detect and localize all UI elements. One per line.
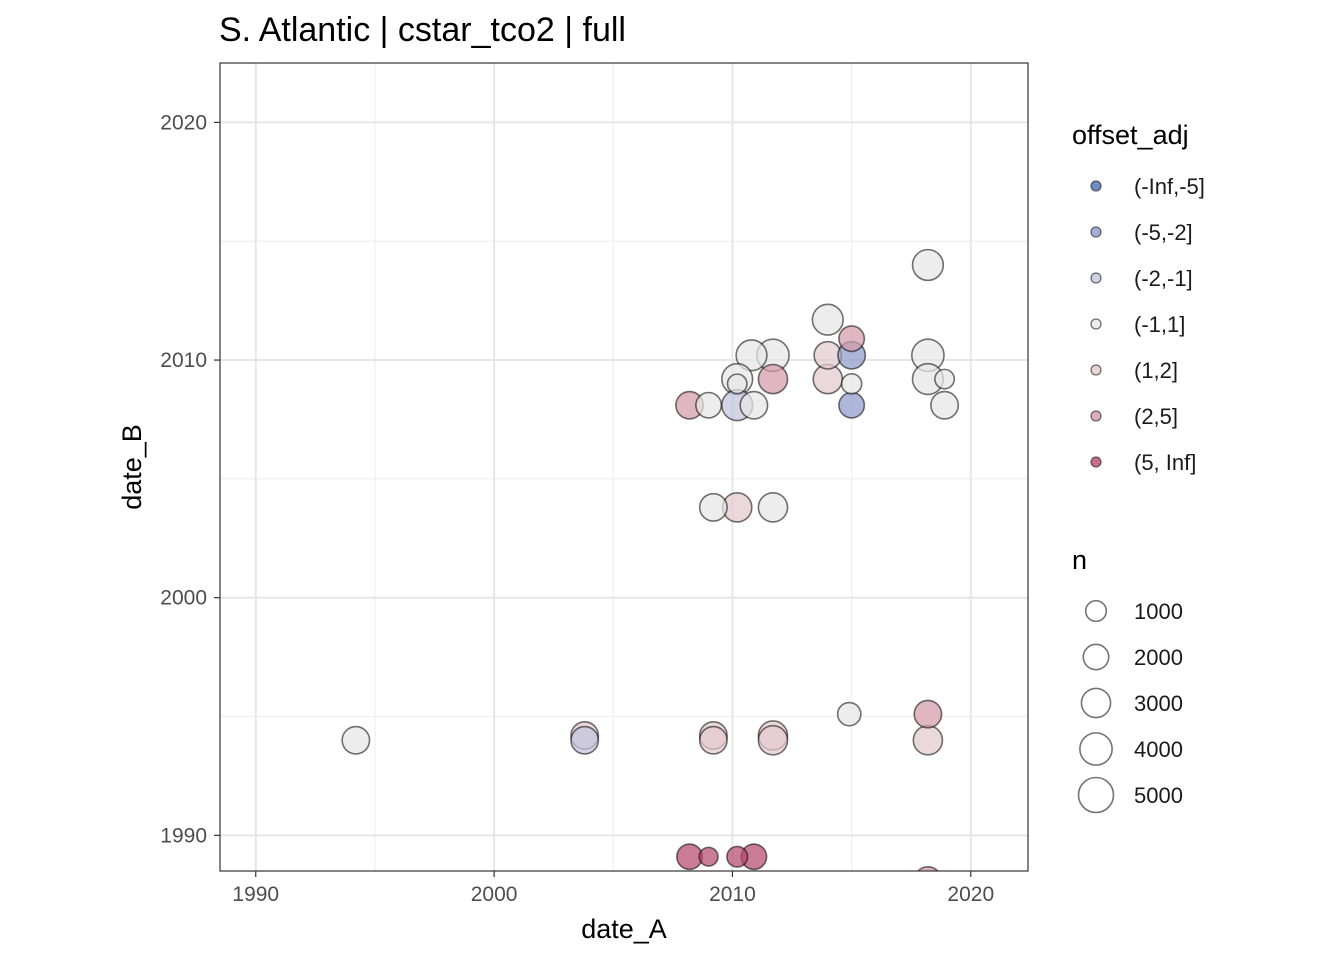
color-legend-key [1090,364,1102,376]
y-tick-label: 2020 [160,111,207,134]
data-point [930,390,960,420]
size-legend-key [1080,687,1112,719]
color-legend-label: (-5,-2] [1134,220,1193,245]
y-tick-label: 2000 [160,587,207,610]
data-point [757,363,789,395]
data-point [838,391,866,419]
color-legend-label: (2,5] [1134,404,1178,429]
size-legend-label: 5000 [1134,783,1183,808]
color-legend-title: offset_adj [1072,120,1189,150]
data-point [934,368,956,390]
size-legend-key [1082,643,1110,671]
data-points [341,248,960,871]
x-tick-label: 2020 [947,883,994,906]
size-legend-key [1077,776,1115,814]
plot-border [219,62,1029,872]
size-legend-label: 2000 [1134,645,1183,670]
color-legend-label: (-2,-1] [1134,266,1193,291]
grid-lines [220,63,1028,871]
data-point [735,339,768,372]
plot-panel [220,63,1028,871]
size-legend-label: 1000 [1134,599,1183,624]
color-legend-key [1090,226,1102,238]
size-legend-title: n [1072,545,1087,575]
color-legend-label: (-Inf,-5] [1134,174,1205,199]
data-point [840,373,863,395]
data-point [698,846,719,867]
data-point [698,725,728,755]
x-tick-label: 2010 [709,883,756,906]
size-legend-key [1079,732,1113,766]
data-point [811,303,844,336]
y-axis-title: date_B [117,424,147,510]
x-tick-label: 1990 [232,883,279,906]
data-point [726,373,748,395]
size-legend-key [1084,599,1108,623]
size-legend-label: 3000 [1134,691,1183,716]
y-axis: 1990 2000 2010 2020 [160,111,220,847]
data-point [836,701,862,727]
color-legend: offset_adj (-Inf,-5] (-5,-2] (-2,-1] (-1,1]… [1072,120,1205,475]
size-legend: n 1000 2000 3000 4000 5000 [1072,545,1183,814]
data-point [911,248,945,282]
x-axis: 1990 2000 2010 2020 [232,871,994,906]
data-point [341,725,371,755]
data-point [916,866,939,871]
data-point [698,492,728,522]
color-legend-label: (1,2] [1134,358,1178,383]
x-tick-label: 2000 [471,883,518,906]
color-legend-key [1090,456,1102,468]
data-point [757,724,789,756]
data-point [913,699,943,729]
x-axis-title: date_A [581,914,667,944]
color-legend-label: (-1,1] [1134,312,1185,337]
y-tick-label: 2010 [160,349,207,372]
color-legend-key [1090,180,1102,192]
chart-title: S. Atlantic | cstar_tco2 | full [219,11,626,49]
y-tick-label: 1990 [160,824,207,847]
data-point [838,325,866,353]
color-legend-label: (5, Inf] [1134,450,1196,475]
size-legend-label: 4000 [1134,737,1183,762]
color-legend-key [1090,318,1102,330]
data-point [570,725,600,755]
color-legend-key [1090,410,1102,422]
data-point [726,845,749,868]
color-legend-key [1090,272,1102,284]
data-point [912,724,944,756]
data-point [757,492,789,523]
data-point [739,390,769,420]
data-point [695,391,723,419]
